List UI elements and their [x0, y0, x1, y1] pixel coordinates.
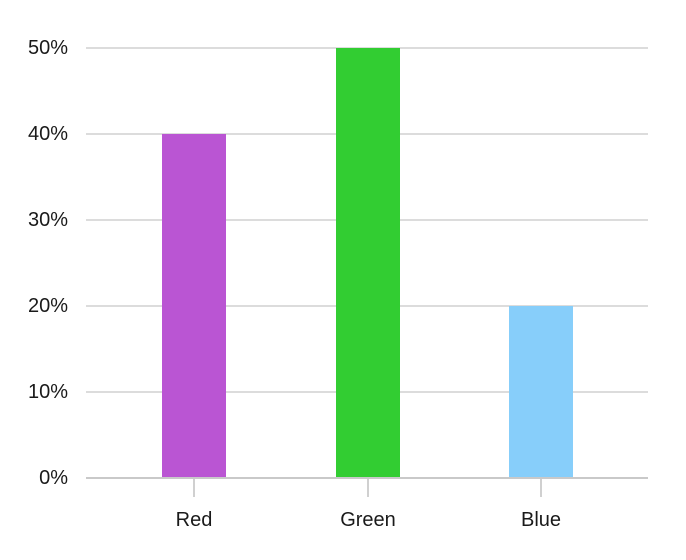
- bar-red: [162, 134, 226, 477]
- x-axis-category-label: Blue: [520, 509, 562, 531]
- y-axis-tick-label: 50%: [27, 37, 68, 59]
- y-axis-tick-label: 30%: [27, 209, 68, 231]
- y-axis-tick-label: 10%: [27, 381, 68, 403]
- x-axis-category-label: Green: [340, 509, 396, 531]
- y-axis-tick-label: 0%: [39, 467, 68, 489]
- x-axis-tick: [540, 479, 542, 497]
- x-axis-tick: [367, 479, 369, 497]
- y-axis-tick-label: 20%: [27, 295, 68, 317]
- x-axis-line: [86, 477, 648, 479]
- x-axis-category-label: Red: [175, 509, 213, 531]
- bar-green: [336, 48, 400, 477]
- y-axis-tick-label: 40%: [27, 123, 68, 145]
- x-axis-tick: [193, 479, 195, 497]
- bar-blue: [509, 306, 573, 477]
